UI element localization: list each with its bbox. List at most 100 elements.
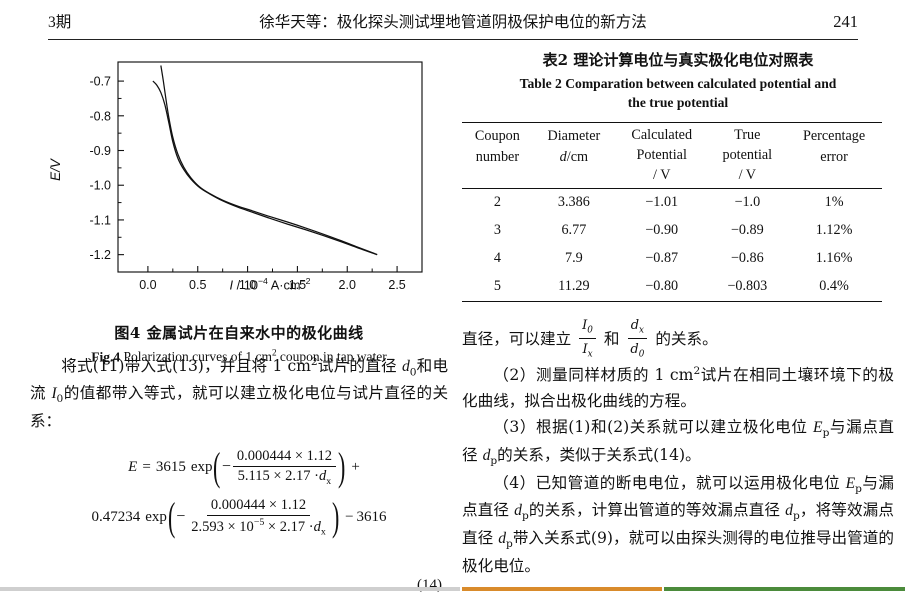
x-tick-label: 2.5 (388, 278, 405, 292)
table-cell-c1: 11.29 (558, 278, 590, 295)
table-row: 5 11.29 −0.80 −0.803 0.4% (462, 273, 882, 302)
x-axis-ticks (147, 266, 398, 272)
table-cell-c4: 1.12% (815, 222, 853, 239)
col4-line1: Percentage (802, 128, 866, 145)
x-tick-label: 0.0 (139, 278, 156, 292)
fraction-2-denominator: 2.593 × 10−5 × 2.17 ·dx (191, 516, 326, 538)
col1-unit (535, 167, 613, 185)
strip-segment-green (664, 587, 905, 591)
col0-line2: number (475, 148, 520, 165)
x-axis-minor-ticks (172, 268, 373, 272)
table-cell-c4: 0.4% (819, 278, 849, 295)
equation-minus-tail: − (345, 508, 354, 525)
table-cell-c2: −0.90 (645, 222, 679, 239)
table-cell-c0: 4 (493, 250, 501, 267)
y-axis-minor-ticks (118, 97, 122, 238)
frac-numerator-I0: I0 (579, 315, 596, 339)
figure-caption-en-label: Fig.4 (91, 349, 121, 364)
x-tick-label: 1.5 (289, 278, 306, 292)
right-paragraph-item-2: （2）测量同样材质的 1 cm2试片在相同土壤环境下的极化曲线，拟合出极化曲线的… (462, 365, 894, 411)
equation-fraction-2: 0.000444 × 1.12 2.593 × 10−5 × 2.17 ·dx (187, 497, 329, 538)
right-paragraph-item-4: （4）已知管道的断电电位，就可以运用极化电位 Ep与漏点直径 dp的关系，计算出… (462, 473, 894, 575)
table-cell-c3: −0.86 (730, 250, 764, 267)
page-number: 241 (833, 12, 858, 31)
col2-line1: Calculated (631, 127, 693, 144)
table-row: 3 6.77 −0.90 −0.89 1.12% (462, 217, 882, 245)
table-cell-c2: −0.87 (645, 250, 679, 267)
equation-plus: + (351, 458, 360, 475)
polarization-chart: -0.7 -0.8 -0.9 -1.0 -1.1 -1.2 0.0 0.5 1.0 1.5 2.0… (30, 50, 448, 300)
curve-fitted (160, 65, 378, 256)
col2-line2: Potential (636, 147, 687, 164)
header-issue: 3期 (48, 14, 72, 31)
table-cell-c1: 6.77 (561, 222, 587, 239)
table-cell-c2: −1.01 (645, 194, 679, 211)
figure-caption-en-text: Polarization curves of 1 cm2 coupon in t… (123, 347, 387, 365)
y-tick-label: -0.7 (89, 75, 111, 89)
equation-line-1: E = 3615 exp ( − 0.000444 × 1.12 5.115 ×… (30, 444, 448, 490)
strip-segment-orange (462, 587, 662, 591)
fraction-I0-over-Ix: I0 Ix (579, 315, 596, 363)
equation-minus-1: − (221, 458, 231, 476)
table-cell-c4: 1% (824, 194, 844, 211)
header-running-title: 徐华天等：极化探头测试埋地管道阴极保护电位的新方法 (259, 14, 647, 31)
table-row: 2 3.386 −1.01 −1.0 1% (462, 188, 882, 217)
y-tick-label: -1.1 (89, 213, 111, 227)
col3-line1: True (734, 127, 761, 144)
col3-unit: / V (738, 167, 757, 184)
equation-coef-1: 3615 (155, 458, 186, 475)
fraction-1-numerator: 0.000444 × 1.12 (232, 448, 337, 467)
table-cell-c4: 1.16% (815, 250, 853, 267)
col1-line2: d/cm (559, 148, 589, 165)
figure-4-block: -0.7 -0.8 -0.9 -1.0 -1.1 -1.2 0.0 0.5 1.0 1.5 2.0… (30, 50, 448, 364)
figure-caption: 图4 金属试片在自来水中的极化曲线 Fig.4 Polarization cur… (30, 322, 448, 367)
strip-segment-gray (0, 587, 460, 591)
column-header-diameter: Diameter d/cm (533, 123, 615, 188)
page-running-header: 3期 徐华天等：极化探头测试埋地管道阴极保护电位的新方法 241 (48, 10, 858, 38)
col0-unit (464, 167, 531, 185)
col0-line1: Coupon (474, 128, 520, 145)
table-head: Coupon number Diameter d/cm Calculated P… (462, 122, 882, 189)
table-2-title: 表2 理论计算电位与真实极化电位对照表 Table 2 Comparation … (462, 50, 894, 113)
x-tick-label: 0.5 (189, 278, 206, 292)
x-axis-title: I / 10−4 A·cm−2 (229, 276, 311, 293)
col2-unit: / V (652, 167, 671, 184)
column-header-percentage-error: Percentage error (786, 123, 882, 188)
equation-coef-2: 0.47234 (91, 508, 141, 525)
equation-exp-label-2: exp (145, 508, 167, 525)
header-divider-rule (48, 39, 858, 40)
column-header-true-potential: True potential / V (709, 123, 787, 188)
table-cell-c1: 3.386 (557, 194, 590, 211)
right-paren-1: ) (338, 444, 346, 490)
figure-caption-cn: 图4 金属试片在自来水中的极化曲线 (114, 324, 364, 342)
y-tick-label: -1.0 (89, 179, 111, 193)
equation-line-2: 0.47234 exp ( − 0.000444 × 1.12 2.593 × … (30, 497, 448, 538)
column-header-coupon-number: Coupon number (462, 123, 533, 188)
fraction-2-numerator: 0.000444 × 1.12 (206, 497, 311, 516)
column-header-calculated-potential: Calculated Potential / V (615, 123, 709, 188)
col4-unit (788, 167, 880, 185)
equation-constant: 3616 (356, 508, 387, 525)
table-cell-c2: −0.80 (645, 278, 679, 295)
table-cell-c1: 7.9 (565, 250, 583, 267)
table-cell-c3: −1.0 (734, 194, 761, 211)
table-title-cn: 表2 理论计算电位与真实极化电位对照表 (542, 51, 814, 69)
y-tick-label: -0.8 (89, 109, 111, 123)
left-paren-2: ( (167, 494, 176, 540)
equation-equals: = (142, 458, 151, 475)
col1-line1: Diameter (547, 128, 601, 145)
x-tick-label: 2.0 (339, 278, 356, 292)
equation-fraction-1: 0.000444 × 1.12 5.115 × 2.17 ·dx (232, 448, 337, 487)
y-axis-tick-labels: -0.7 -0.8 -0.9 -1.0 -1.1 -1.2 (89, 75, 111, 263)
comparison-table: Coupon number Diameter d/cm Calculated P… (462, 122, 882, 302)
table-title-en-line1: Table 2 Comparation between calculated p… (519, 75, 837, 91)
table-row: 4 7.9 −0.87 −0.86 1.16% (462, 245, 882, 273)
figure-caption-en: Fig.4 Polarization curves of 1 cm2 coupo… (30, 347, 448, 368)
frac-numerator-dx: dx (627, 315, 648, 339)
table-cell-c0: 3 (493, 222, 501, 239)
frac-denominator-Ix: Ix (582, 341, 593, 360)
x-axis-tick-labels: 0.0 0.5 1.0 1.5 2.0 2.5 (139, 278, 406, 292)
x-tick-label: 1.0 (239, 278, 256, 292)
table-cell-c0: 2 (493, 194, 501, 211)
col4-line2: error (820, 148, 848, 165)
